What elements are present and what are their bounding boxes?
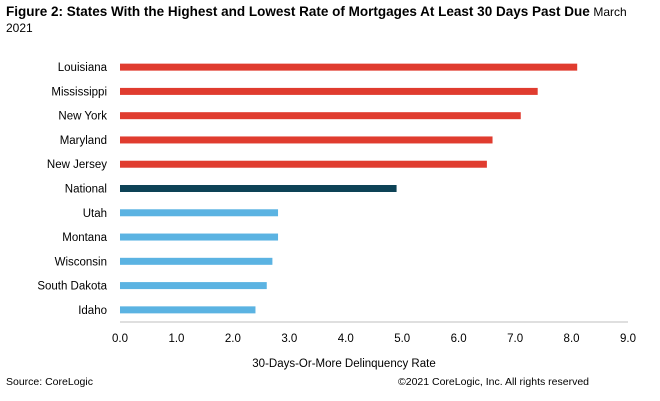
category-label: New Jersey: [47, 159, 107, 171]
category-label: Maryland: [60, 135, 107, 147]
x-tick-label: 0.0: [112, 333, 128, 345]
copyright-note: ©2021 CoreLogic, Inc. All rights reserve…: [398, 376, 589, 388]
bar-mississippi: [120, 87, 538, 95]
chart-title-date: March 2021: [6, 5, 627, 35]
category-label: Mississippi: [51, 86, 107, 98]
bar-new-york: [120, 112, 521, 120]
category-label: Wisconsin: [55, 256, 107, 268]
x-tick-label: 7.0: [507, 333, 523, 345]
x-axis-title: 30-Days-Or-More Delinquency Rate: [252, 358, 435, 370]
category-label: New York: [58, 111, 107, 123]
x-tick-label: 1.0: [168, 333, 184, 345]
category-label: Idaho: [78, 305, 107, 317]
x-tick-label: 9.0: [620, 333, 636, 345]
x-tick-label: 8.0: [564, 333, 580, 345]
bar-national: [120, 185, 397, 192]
category-label: Montana: [62, 232, 107, 244]
bar-louisiana: [120, 63, 578, 71]
category-label: Louisiana: [58, 62, 108, 74]
x-tick-label: 5.0: [394, 333, 410, 345]
chart-title-main: Figure 2: States With the Highest and Lo…: [6, 4, 590, 19]
bar-maryland: [120, 136, 493, 144]
source-note: Source: CoreLogic: [6, 376, 93, 388]
bar-montana: [120, 233, 279, 241]
bar-new-jersey: [120, 160, 487, 168]
x-tick-label: 6.0: [451, 333, 467, 345]
category-label: National: [65, 184, 107, 196]
bar-wisconsin: [120, 257, 273, 265]
chart-title: Figure 2: States With the Highest and Lo…: [6, 4, 654, 36]
category-label: South Dakota: [37, 281, 107, 293]
x-tick-label: 4.0: [338, 333, 354, 345]
bar-utah: [120, 209, 279, 217]
bar-idaho: [120, 306, 256, 314]
bar-south-dakota: [120, 282, 267, 290]
x-tick-label: 3.0: [281, 333, 297, 345]
x-tick-label: 2.0: [225, 333, 241, 345]
category-label: Utah: [83, 208, 107, 220]
